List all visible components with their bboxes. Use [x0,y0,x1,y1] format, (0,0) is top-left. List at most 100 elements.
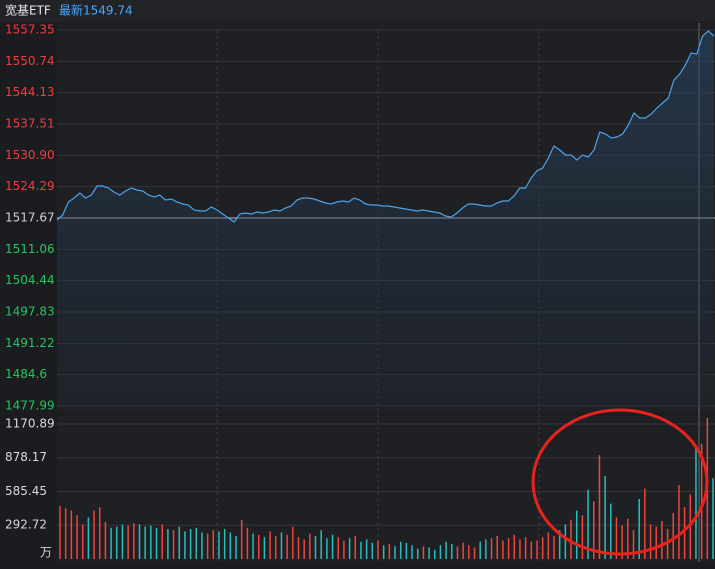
volume-bar [263,537,266,559]
volume-bar [683,507,686,559]
volume-bar [110,527,112,559]
volume-bar [184,531,186,559]
volume-bar [536,540,538,559]
volume-bar [451,544,453,559]
volume-bar [644,488,646,559]
plot-layer: 1557.35 1550.74 1544.13 1537.51 1530.90 1524.… [5,23,715,560]
volume-bar [161,524,163,559]
volume-bar [93,510,95,559]
volume-bar [513,534,516,559]
volume-bar [309,533,311,559]
volume-bar [553,535,555,559]
volume-bar [172,530,175,559]
volume-bar [661,520,663,559]
volume-bar [700,443,703,559]
volume-bar [275,535,277,559]
y-tick-label: 1524.29 [5,179,55,193]
fund-name: 宽基ETF [5,3,51,18]
y-tick-label: 1530.90 [5,148,55,162]
volume-bar [581,515,584,559]
volume-bar [116,526,118,559]
volume-bar [524,537,527,559]
volume-bar [229,532,232,559]
volume-bar [365,539,368,559]
y-tick-label: 1491.22 [5,336,55,350]
volume-bar [326,538,328,559]
volume-bar [479,541,481,559]
volume-bar [689,494,692,559]
volume-bar [150,525,152,559]
latest-price: 最新1549.74 [59,3,133,18]
volume-bar [649,524,652,559]
y-tick-label: 878.17 [5,450,47,464]
volume-bar [377,540,379,559]
volume-bar [133,523,135,559]
y-tick-label: 1484.6 [5,367,47,381]
volume-bar [343,540,345,559]
y-tick-label: 1497.83 [5,305,55,319]
volume-bar [678,485,680,559]
volume-bar [223,529,226,559]
volume-bar [138,524,141,559]
volume-bar [121,524,124,559]
volume-bar [201,532,203,559]
volume-bar [485,539,487,559]
volume-bar [257,534,260,559]
volume-bar [530,541,533,559]
volume-bar [246,527,249,559]
volume-bar [280,532,283,559]
volume-bar [104,522,107,559]
volume-bar [76,515,78,559]
volume-bar [178,526,180,559]
volume-bar [422,546,425,559]
y-tick-label: 1557.35 [5,23,55,37]
y-tick-label: 1511.06 [5,242,55,256]
volume-bar [286,534,288,559]
volume-bar [439,545,442,559]
volume-bar [502,540,504,559]
volume-bar [615,517,618,559]
volume-bar [416,548,419,559]
volume-bar [672,512,675,559]
volume-bar [496,535,498,559]
volume-bar [64,508,67,559]
volume-bar [252,533,254,559]
volume-bar [547,532,550,559]
volume-bar [292,526,294,559]
volume-bar [212,530,215,559]
volume-bar [127,525,129,559]
volume-bar [155,527,158,559]
volume-bar [490,538,493,559]
volume-bar [314,535,317,559]
y-tick-label: 1504.44 [5,273,55,287]
y-tick-label: 1170.89 [5,416,55,430]
volume-bar [337,537,339,559]
y-tick-label: 292.72 [5,518,47,532]
volume-bar [541,537,544,559]
volume-bar [81,524,84,559]
volume-bar [712,478,714,559]
volume-bar [507,538,510,559]
volume-bar [456,546,459,559]
volume-bar [98,507,101,559]
volume-bar [354,535,357,559]
y-tick-label: 585.45 [5,484,47,498]
y-tick-label: 1537.51 [5,117,55,131]
volume-bar [87,517,90,559]
y-tick-label: 1477.99 [5,399,55,413]
volume-bar [558,530,561,559]
volume-bar [627,518,629,559]
volume-bar [411,545,413,559]
volume-bar [144,526,146,559]
volume-bar [59,505,61,559]
volume-bar [638,499,640,559]
volume-bar [167,529,169,559]
volume-bar [70,510,73,559]
volume-bar [655,526,657,559]
volume-bar [445,541,447,559]
price-line [56,30,715,223]
volume-bar [593,501,595,559]
volume-bar [519,539,521,559]
header-bar [0,0,715,22]
